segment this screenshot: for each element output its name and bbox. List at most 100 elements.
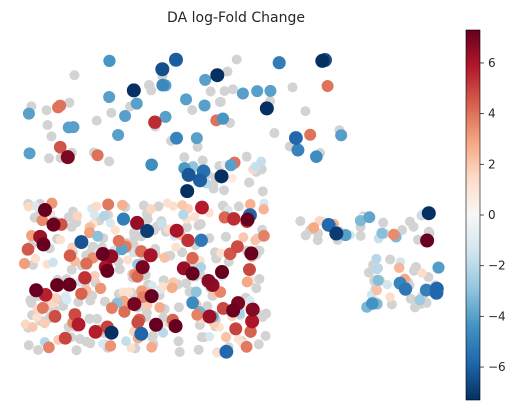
data-point bbox=[421, 206, 436, 221]
data-point bbox=[54, 99, 67, 112]
data-point-null bbox=[254, 274, 265, 285]
data-point-null bbox=[202, 301, 213, 312]
data-point-null bbox=[179, 152, 190, 163]
data-point bbox=[393, 262, 405, 274]
data-point-null bbox=[177, 247, 188, 258]
data-point bbox=[181, 167, 196, 182]
data-point bbox=[158, 327, 169, 338]
data-point bbox=[244, 199, 256, 210]
data-point bbox=[91, 149, 104, 162]
data-point bbox=[62, 295, 72, 305]
data-point bbox=[385, 292, 395, 302]
data-point bbox=[38, 202, 53, 217]
data-point-null bbox=[46, 131, 57, 142]
data-point bbox=[99, 210, 110, 221]
data-point bbox=[89, 270, 100, 281]
data-point-null bbox=[251, 283, 262, 294]
data-point bbox=[376, 227, 388, 239]
data-point-null bbox=[363, 267, 374, 278]
data-point bbox=[95, 247, 110, 262]
data-point bbox=[148, 115, 162, 129]
data-point bbox=[272, 56, 286, 70]
data-point-null bbox=[222, 66, 233, 77]
data-point bbox=[48, 309, 62, 323]
data-point bbox=[104, 340, 117, 352]
data-point-null bbox=[215, 96, 226, 107]
data-point bbox=[63, 249, 77, 262]
data-point bbox=[198, 99, 211, 112]
data-point-null bbox=[410, 261, 421, 272]
data-point-null bbox=[295, 216, 306, 227]
data-point bbox=[256, 156, 267, 167]
data-point-null bbox=[287, 82, 298, 93]
data-point bbox=[126, 83, 141, 98]
data-point bbox=[27, 321, 38, 332]
data-point bbox=[371, 253, 382, 264]
data-point bbox=[67, 121, 80, 134]
data-point bbox=[36, 237, 51, 252]
data-point bbox=[112, 128, 125, 141]
data-point bbox=[258, 230, 270, 242]
data-point bbox=[304, 128, 317, 141]
data-point bbox=[78, 271, 92, 285]
data-point bbox=[245, 302, 260, 317]
data-point bbox=[310, 150, 323, 163]
colorbar-tick-label: 6 bbox=[488, 56, 496, 70]
data-point bbox=[146, 341, 158, 353]
data-point bbox=[240, 340, 253, 353]
data-point bbox=[123, 255, 133, 265]
data-point bbox=[102, 198, 115, 211]
data-point bbox=[140, 224, 155, 239]
data-point bbox=[117, 199, 128, 211]
data-point bbox=[185, 266, 200, 281]
data-point bbox=[315, 53, 330, 68]
data-point-null bbox=[173, 302, 184, 313]
data-point bbox=[171, 242, 181, 252]
data-point bbox=[201, 273, 216, 288]
data-point bbox=[372, 274, 384, 286]
data-point-null bbox=[385, 254, 396, 265]
data-point-null bbox=[220, 231, 231, 242]
data-point bbox=[363, 211, 376, 224]
data-point-null bbox=[219, 185, 230, 196]
colorbar-tick-label: −6 bbox=[488, 360, 506, 374]
data-point bbox=[291, 143, 305, 157]
data-point bbox=[236, 87, 249, 100]
data-point bbox=[39, 318, 50, 329]
data-point bbox=[71, 317, 86, 332]
data-point bbox=[251, 85, 264, 98]
data-point bbox=[119, 110, 132, 123]
data-point-null bbox=[41, 105, 52, 116]
data-point bbox=[18, 258, 31, 270]
data-point bbox=[227, 212, 241, 226]
data-point bbox=[215, 265, 230, 280]
data-point-null bbox=[378, 217, 389, 228]
data-point bbox=[55, 235, 66, 245]
data-point bbox=[190, 132, 203, 145]
data-point bbox=[88, 324, 103, 339]
data-point-null bbox=[74, 333, 85, 344]
data-point bbox=[118, 287, 128, 297]
data-point-null bbox=[233, 201, 244, 212]
data-point bbox=[50, 293, 61, 303]
data-point bbox=[244, 246, 259, 261]
data-point bbox=[146, 204, 156, 214]
data-point bbox=[371, 264, 382, 275]
data-point bbox=[371, 285, 382, 296]
scatter-points bbox=[18, 52, 445, 359]
data-point bbox=[91, 201, 102, 212]
data-point-null bbox=[147, 331, 158, 342]
data-point-null bbox=[104, 156, 115, 167]
data-point bbox=[202, 309, 217, 324]
data-point bbox=[366, 297, 379, 310]
data-point bbox=[112, 234, 125, 247]
data-point bbox=[180, 93, 193, 106]
data-point-null bbox=[66, 264, 77, 275]
data-point bbox=[154, 302, 166, 313]
data-point bbox=[155, 62, 170, 77]
data-point bbox=[258, 204, 269, 215]
data-point bbox=[224, 159, 237, 172]
data-point bbox=[420, 233, 435, 248]
data-point-null bbox=[404, 216, 415, 227]
data-point bbox=[229, 322, 243, 336]
